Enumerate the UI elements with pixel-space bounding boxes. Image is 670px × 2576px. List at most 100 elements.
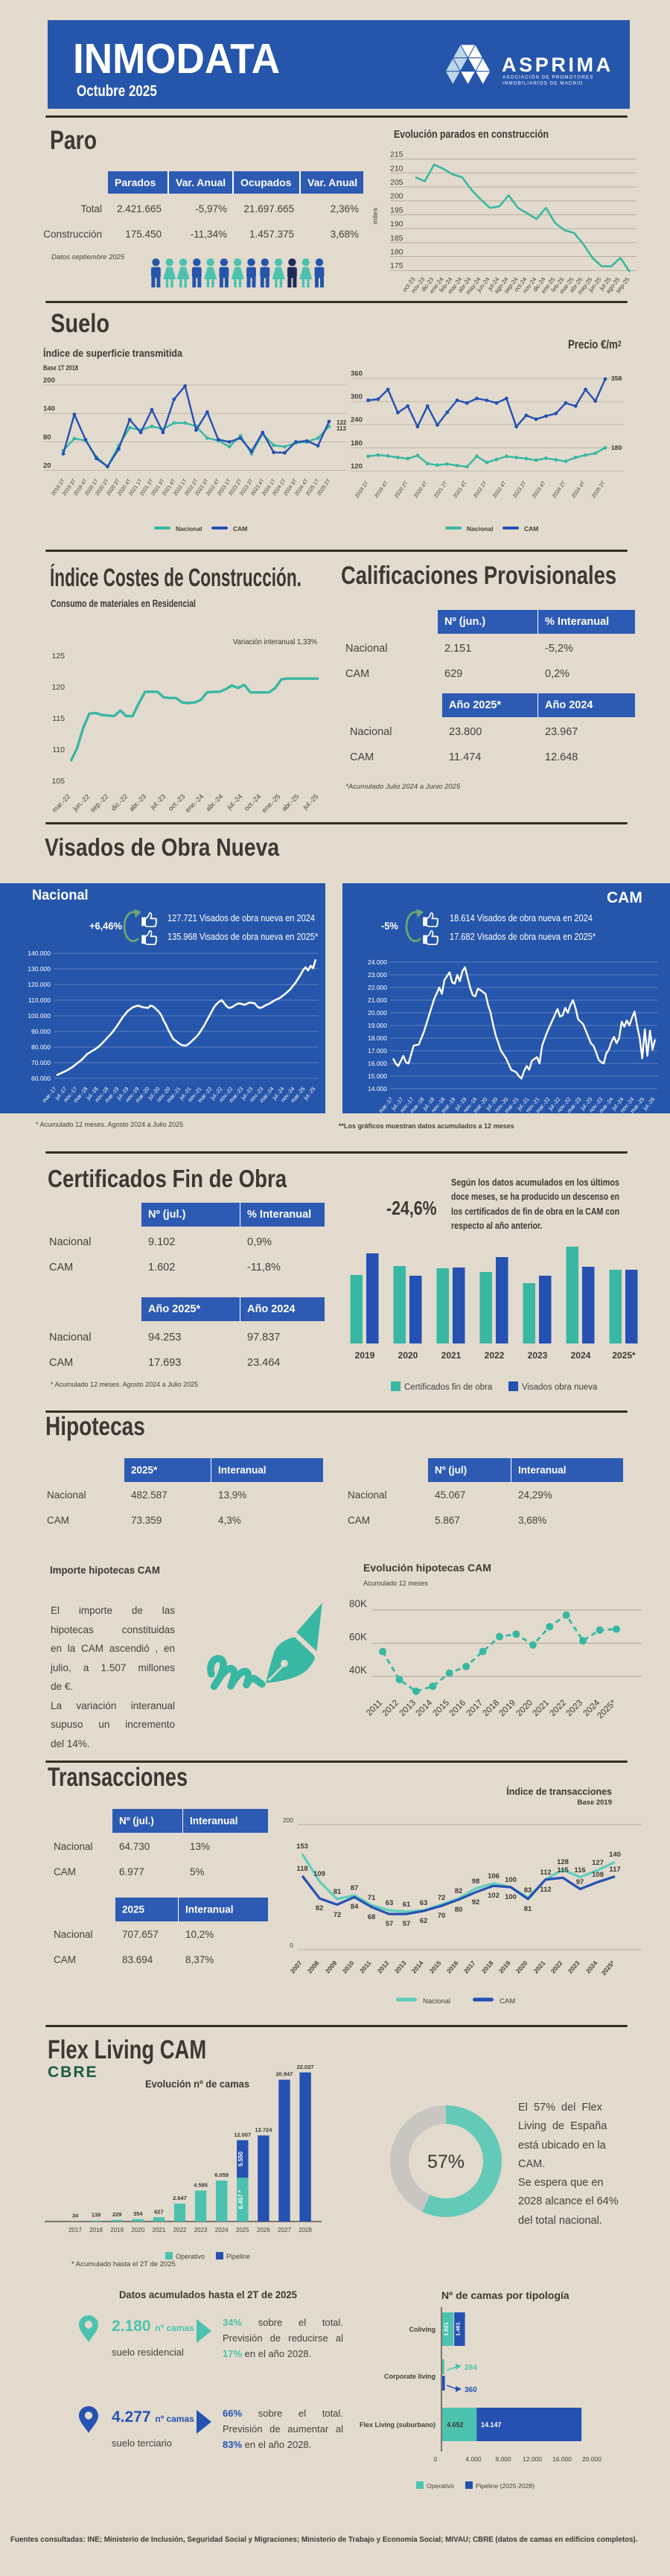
svg-text:83: 83 <box>524 1886 532 1895</box>
svg-text:81: 81 <box>334 1888 342 1896</box>
svg-text:120: 120 <box>51 683 65 692</box>
svg-text:118: 118 <box>296 1865 307 1873</box>
svg-text:80: 80 <box>455 1906 463 1914</box>
svg-text:Nacional: Nacional <box>176 525 202 532</box>
svg-text:87: 87 <box>351 1884 359 1892</box>
svg-text:miles: miles <box>371 208 380 224</box>
svg-text:627: 627 <box>154 2208 164 2215</box>
svg-text:115: 115 <box>557 1866 569 1874</box>
svg-text:82: 82 <box>316 1904 324 1912</box>
svg-text:12.724: 12.724 <box>255 2126 272 2133</box>
svg-text:CAM: CAM <box>524 525 538 532</box>
svg-text:229: 229 <box>112 2211 122 2218</box>
svg-text:ASOCIACIÓN DE PROMOTORES: ASOCIACIÓN DE PROMOTORES <box>502 74 593 80</box>
svg-text:2019: 2019 <box>355 1350 375 1361</box>
svg-text:20: 20 <box>43 462 51 470</box>
svg-text:102: 102 <box>488 1892 500 1900</box>
svg-text:2026: 2026 <box>257 2227 270 2233</box>
svg-text:105: 105 <box>51 777 65 786</box>
svg-text:110.000: 110.000 <box>28 996 51 1004</box>
svg-text:17.000: 17.000 <box>368 1047 387 1055</box>
svg-text:112: 112 <box>540 1869 551 1877</box>
svg-text:CAM: CAM <box>500 1997 515 2006</box>
svg-text:68: 68 <box>368 1913 376 1921</box>
svg-text:0: 0 <box>434 2455 438 2463</box>
svg-text:358: 358 <box>611 375 622 382</box>
svg-text:80.000: 80.000 <box>31 1043 51 1051</box>
svg-text:61: 61 <box>403 1901 411 1909</box>
svg-text:60.000: 60.000 <box>31 1075 51 1082</box>
svg-text:20.000: 20.000 <box>582 2455 602 2463</box>
svg-text:2022: 2022 <box>485 1350 505 1361</box>
svg-text:190: 190 <box>390 220 403 229</box>
svg-text:15.000: 15.000 <box>368 1072 387 1080</box>
svg-text:22.000: 22.000 <box>368 984 387 991</box>
svg-text:360: 360 <box>465 2386 477 2394</box>
svg-text:20.947: 20.947 <box>276 2071 293 2078</box>
svg-text:100.000: 100.000 <box>28 1012 51 1020</box>
svg-text:Operativo: Operativo <box>176 2253 205 2260</box>
svg-text:Flex Living (suburbano): Flex Living (suburbano) <box>360 2421 436 2429</box>
svg-text:180: 180 <box>351 439 363 448</box>
svg-text:109: 109 <box>313 1870 325 1878</box>
svg-text:180: 180 <box>611 444 622 451</box>
svg-text:2024: 2024 <box>215 2227 229 2233</box>
svg-text:Pipeline (2025-2028): Pipeline (2025-2028) <box>476 2482 535 2490</box>
svg-text:117: 117 <box>609 1866 620 1874</box>
svg-text:80: 80 <box>43 433 51 442</box>
svg-text:57%: 57% <box>427 2152 465 2172</box>
svg-text:62: 62 <box>420 1917 428 1925</box>
svg-text:2027: 2027 <box>278 2227 291 2233</box>
svg-text:360: 360 <box>351 370 363 378</box>
svg-text:Corporate living: Corporate living <box>384 2373 436 2380</box>
svg-text:92: 92 <box>472 1898 480 1906</box>
svg-text:120: 120 <box>351 462 363 471</box>
svg-text:40K: 40K <box>349 1664 367 1676</box>
svg-text:2028: 2028 <box>299 2227 312 2233</box>
svg-text:140: 140 <box>609 1851 621 1859</box>
svg-text:90.000: 90.000 <box>31 1028 51 1035</box>
svg-text:2025: 2025 <box>236 2227 249 2233</box>
svg-text:127: 127 <box>592 1859 604 1867</box>
svg-text:23.000: 23.000 <box>368 971 387 979</box>
svg-text:100: 100 <box>505 1876 517 1884</box>
svg-text:22.027: 22.027 <box>297 2064 314 2070</box>
svg-text:106: 106 <box>488 1872 500 1880</box>
svg-text:Visados obra nueva: Visados obra nueva <box>522 1383 598 1392</box>
svg-text:60K: 60K <box>349 1632 367 1643</box>
svg-text:CAM: CAM <box>233 525 247 532</box>
svg-text:175: 175 <box>390 261 403 270</box>
svg-text:2019: 2019 <box>110 2227 124 2233</box>
svg-text:153: 153 <box>296 1842 308 1851</box>
svg-text:INMOBILIARIOS DE MADRID: INMOBILIARIOS DE MADRID <box>502 81 583 86</box>
svg-text:19.000: 19.000 <box>368 1022 387 1029</box>
svg-text:125: 125 <box>51 652 65 661</box>
svg-text:205: 205 <box>390 178 403 187</box>
svg-text:2023: 2023 <box>194 2227 208 2233</box>
svg-text:6.059: 6.059 <box>214 2172 229 2178</box>
svg-text:82: 82 <box>455 1887 463 1895</box>
svg-text:116: 116 <box>574 1866 585 1874</box>
svg-text:1.521: 1.521 <box>443 2322 450 2336</box>
svg-text:5.550: 5.550 <box>237 2151 244 2166</box>
svg-text:12.007: 12.007 <box>234 2131 251 2138</box>
svg-text:12.000: 12.000 <box>523 2455 542 2463</box>
svg-text:8.000: 8.000 <box>495 2455 511 2463</box>
svg-text:24.000: 24.000 <box>368 958 387 966</box>
svg-text:98: 98 <box>472 1877 480 1886</box>
svg-text:120.000: 120.000 <box>28 981 51 988</box>
svg-text:63: 63 <box>386 1899 394 1907</box>
svg-text:195: 195 <box>390 206 403 214</box>
svg-text:2023: 2023 <box>528 1350 548 1361</box>
svg-text:140.000: 140.000 <box>28 950 51 957</box>
svg-text:63: 63 <box>420 1899 428 1907</box>
svg-text:72: 72 <box>334 1911 342 1919</box>
svg-text:Operativo: Operativo <box>427 2482 454 2490</box>
svg-text:ASPRIMA: ASPRIMA <box>502 54 613 76</box>
svg-text:34: 34 <box>72 2213 79 2219</box>
svg-text:100: 100 <box>505 1893 517 1901</box>
svg-text:97: 97 <box>576 1878 584 1886</box>
svg-text:Certificados fin de obra: Certificados fin de obra <box>404 1383 493 1392</box>
svg-text:16.000: 16.000 <box>368 1060 387 1067</box>
svg-text:2018: 2018 <box>89 2227 103 2233</box>
